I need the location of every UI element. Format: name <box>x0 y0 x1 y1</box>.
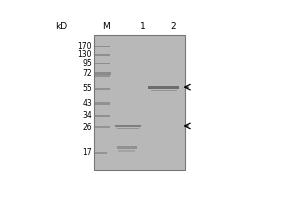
Bar <box>95 152 107 154</box>
Text: 55: 55 <box>82 84 92 93</box>
Bar <box>148 86 179 89</box>
Bar <box>95 63 109 64</box>
Text: 170: 170 <box>78 42 92 51</box>
Text: 95: 95 <box>82 59 92 68</box>
Text: 1: 1 <box>140 22 146 31</box>
Bar <box>95 115 109 117</box>
Text: kD: kD <box>55 22 67 31</box>
Text: 130: 130 <box>78 50 92 59</box>
Text: 2: 2 <box>171 22 176 31</box>
Text: 17: 17 <box>82 148 92 157</box>
Bar <box>152 90 177 91</box>
Bar <box>95 126 109 128</box>
Bar <box>95 54 109 56</box>
Bar <box>118 150 135 152</box>
Bar <box>95 88 109 90</box>
Bar <box>117 128 139 129</box>
Text: 43: 43 <box>82 99 92 108</box>
Text: 34: 34 <box>82 111 92 120</box>
Bar <box>95 102 109 105</box>
Bar <box>95 72 111 75</box>
Bar <box>95 46 109 47</box>
Bar <box>95 75 109 77</box>
Text: 26: 26 <box>82 123 92 132</box>
Text: 72: 72 <box>82 69 92 78</box>
Bar <box>117 146 137 149</box>
Bar <box>116 125 141 127</box>
Text: M: M <box>102 22 110 31</box>
Bar <box>94 35 185 170</box>
